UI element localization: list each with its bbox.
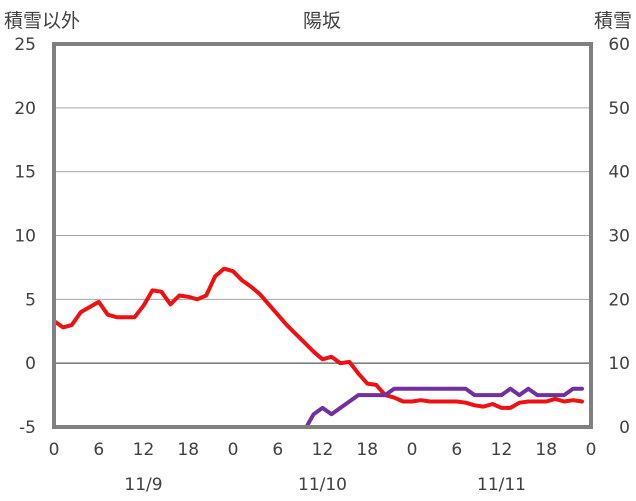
y-right-tick-label: 40 bbox=[608, 163, 630, 183]
y-left-tick-label: 25 bbox=[14, 35, 36, 55]
x-tick-label: 0 bbox=[407, 440, 418, 460]
y-left-tick-label: 5 bbox=[25, 290, 36, 310]
y-right-tick-label: 10 bbox=[608, 354, 630, 374]
y-right-tick-label: 50 bbox=[608, 99, 630, 119]
x-tick-label: 18 bbox=[177, 440, 199, 460]
grid-lines bbox=[54, 107, 591, 364]
chart-title: 陽坂 bbox=[303, 10, 341, 32]
date-label: 11/9 bbox=[124, 475, 162, 495]
date-label: 11/10 bbox=[298, 475, 347, 495]
x-tick-label: 6 bbox=[93, 440, 104, 460]
y-axis-left-ticks: 25 20 15 10 5 0 -5 bbox=[14, 35, 36, 438]
y-left-tick-label: 0 bbox=[25, 354, 36, 374]
x-tick-label: 0 bbox=[586, 440, 597, 460]
y-left-tick-label: 10 bbox=[14, 227, 36, 247]
x-tick-label: 12 bbox=[491, 440, 513, 460]
date-label: 11/11 bbox=[477, 475, 526, 495]
x-tick-label: 12 bbox=[312, 440, 334, 460]
series-lines bbox=[52, 266, 584, 429]
x-axis-ticks: 0 6 12 18 0 6 12 18 0 6 12 18 0 bbox=[49, 440, 597, 460]
x-tick-label: 12 bbox=[133, 440, 155, 460]
plot-frame bbox=[52, 42, 593, 429]
y-left-tick-label: -5 bbox=[19, 418, 36, 438]
y-axis-left-label: 積雪以外 bbox=[4, 10, 80, 32]
y-right-tick-label: 20 bbox=[608, 290, 630, 310]
y-axis-right-label: 積雪 bbox=[594, 10, 632, 32]
y-right-tick-label: 0 bbox=[619, 418, 630, 438]
y-left-tick-label: 20 bbox=[14, 99, 36, 119]
series-line-2 bbox=[52, 386, 584, 429]
x-tick-label: 18 bbox=[535, 440, 557, 460]
x-tick-label: 6 bbox=[272, 440, 283, 460]
y-right-tick-label: 60 bbox=[608, 35, 630, 55]
series-line-1 bbox=[52, 266, 584, 410]
y-axis-right-ticks: 60 50 40 30 20 10 0 bbox=[608, 35, 630, 438]
y-right-tick-label: 30 bbox=[608, 227, 630, 247]
x-tick-label: 0 bbox=[228, 440, 239, 460]
x-tick-label: 6 bbox=[451, 440, 462, 460]
x-tick-label: 18 bbox=[356, 440, 378, 460]
x-tick-label: 0 bbox=[49, 440, 60, 460]
y-left-tick-label: 15 bbox=[14, 163, 36, 183]
date-labels: 11/9 11/10 11/11 bbox=[124, 475, 526, 495]
